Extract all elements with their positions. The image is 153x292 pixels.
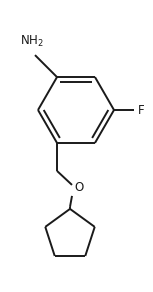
Text: NH$_2$: NH$_2$ — [20, 34, 44, 49]
Text: O: O — [74, 181, 83, 194]
Text: F: F — [138, 103, 145, 117]
